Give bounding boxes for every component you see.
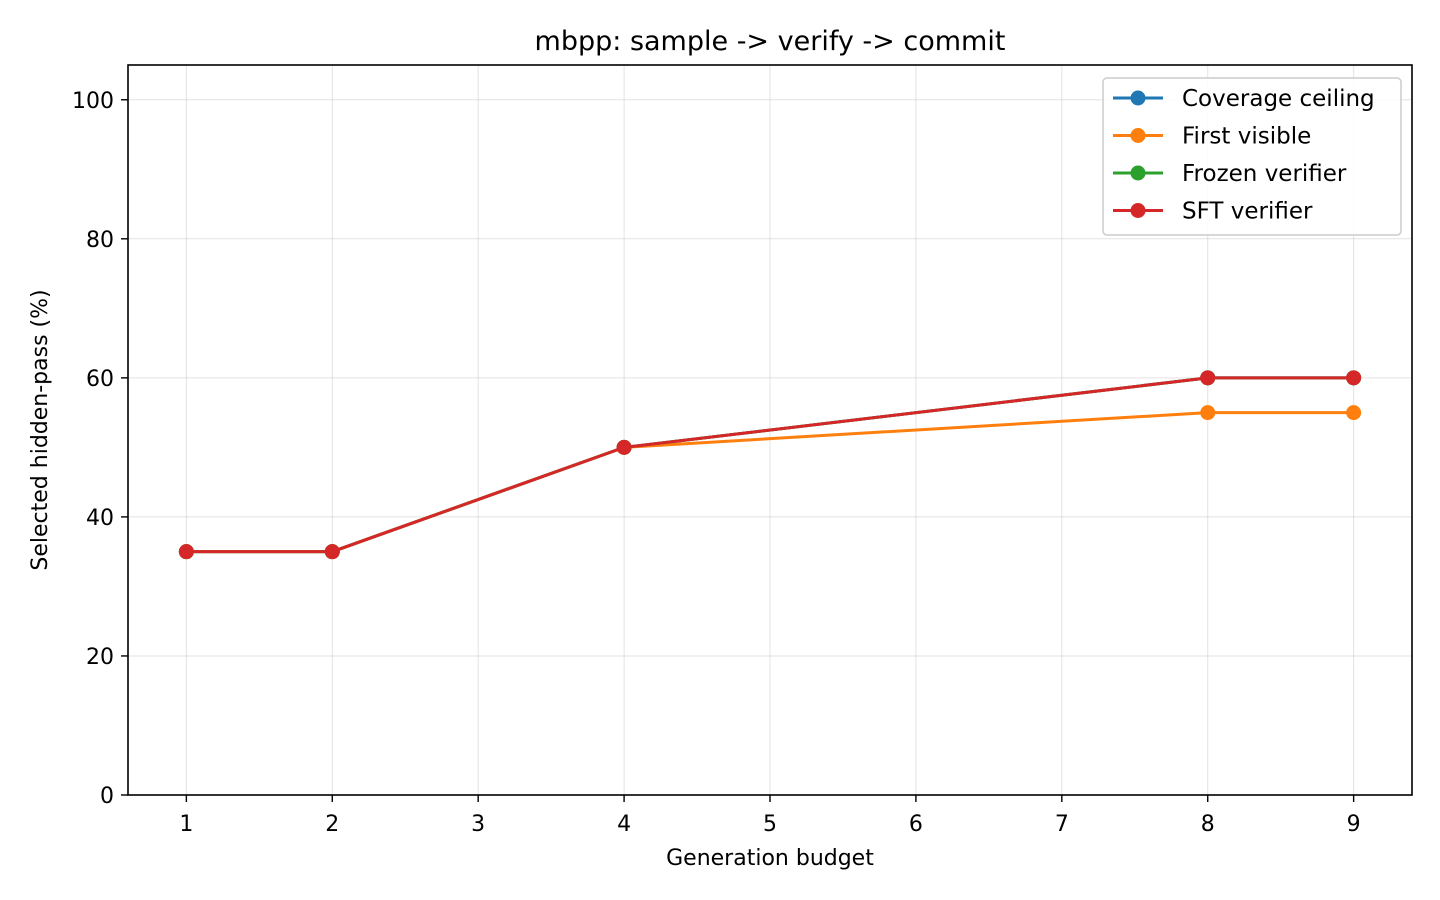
x-tick-label: 5 (763, 812, 777, 837)
legend-item: Coverage ceiling (1113, 86, 1375, 112)
y-tick-label: 100 (72, 89, 114, 114)
legend-label: Frozen verifier (1182, 161, 1347, 187)
data-point (616, 439, 632, 455)
data-point (1346, 405, 1362, 421)
x-tick-label: 1 (179, 812, 193, 837)
y-axis-label: Selected hidden-pass (%) (28, 289, 53, 570)
legend-marker (1130, 90, 1146, 106)
x-tick-label: 2 (325, 812, 339, 837)
data-point (1346, 370, 1362, 386)
y-tick-label: 80 (86, 228, 114, 253)
legend-label: Coverage ceiling (1182, 86, 1375, 112)
y-tick-label: 0 (100, 784, 114, 809)
legend-label: SFT verifier (1182, 199, 1313, 225)
x-tick-label: 4 (617, 812, 631, 837)
y-tick-label: 60 (86, 367, 114, 392)
series-3 (178, 370, 1362, 560)
x-axis-label: Generation budget (666, 846, 874, 871)
x-tick-label: 8 (1201, 812, 1215, 837)
legend-label: First visible (1182, 124, 1311, 150)
data-point (1200, 370, 1216, 386)
legend-item: First visible (1113, 124, 1311, 150)
data-point (324, 544, 340, 560)
data-point (1200, 405, 1216, 421)
data-point (178, 544, 194, 560)
chart-title: mbpp: sample -> verify -> commit (535, 26, 1006, 57)
legend-box (1102, 77, 1402, 236)
x-tick-label: 7 (1055, 812, 1069, 837)
series-layer (178, 370, 1362, 560)
y-tick-label: 20 (86, 645, 114, 670)
y-tick-label: 40 (86, 506, 114, 531)
legend: Coverage ceiling First visible Frozen veri… (1102, 77, 1402, 236)
legend-item: Frozen verifier (1113, 161, 1347, 187)
legend-item: SFT verifier (1113, 199, 1313, 225)
x-tick-label: 6 (909, 812, 923, 837)
x-tick-label: 3 (471, 812, 485, 837)
legend-marker (1130, 165, 1146, 181)
axis-ticks: 1 2 3 4 5 6 7 8 9 0 20 40 60 80 100 (72, 89, 1361, 837)
x-tick-label: 9 (1347, 812, 1361, 837)
legend-marker (1130, 203, 1146, 218)
legend-marker (1130, 128, 1146, 143)
